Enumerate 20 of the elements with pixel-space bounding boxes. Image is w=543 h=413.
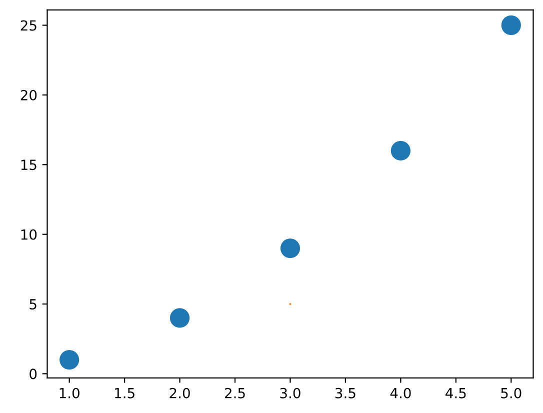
y-tick-label: 5: [30, 299, 36, 310]
x-tick-label: 1.5: [115, 388, 134, 398]
point: [170, 308, 190, 328]
x-tick-label: 2.0: [170, 388, 190, 398]
x-tick-label: 3.0: [280, 388, 300, 398]
x-tick-label: 5.0: [501, 388, 522, 398]
point: [390, 140, 411, 161]
y-tick-label: 10: [21, 229, 37, 240]
point: [60, 350, 80, 370]
y-tick-label: 25: [20, 20, 36, 31]
y-tick-label: 15: [21, 160, 36, 170]
x-tick-label: 4.5: [446, 388, 466, 398]
x-tick-label: 3.5: [335, 388, 356, 398]
x-tick-label: 4.0: [390, 388, 411, 398]
point: [280, 238, 300, 258]
x-tick-label: 2.5: [224, 388, 245, 398]
point: [501, 15, 521, 36]
y-tick-label: 0: [30, 368, 37, 380]
x-tick-label: 1.0: [60, 388, 80, 398]
y-tick-label: 20: [20, 90, 37, 100]
